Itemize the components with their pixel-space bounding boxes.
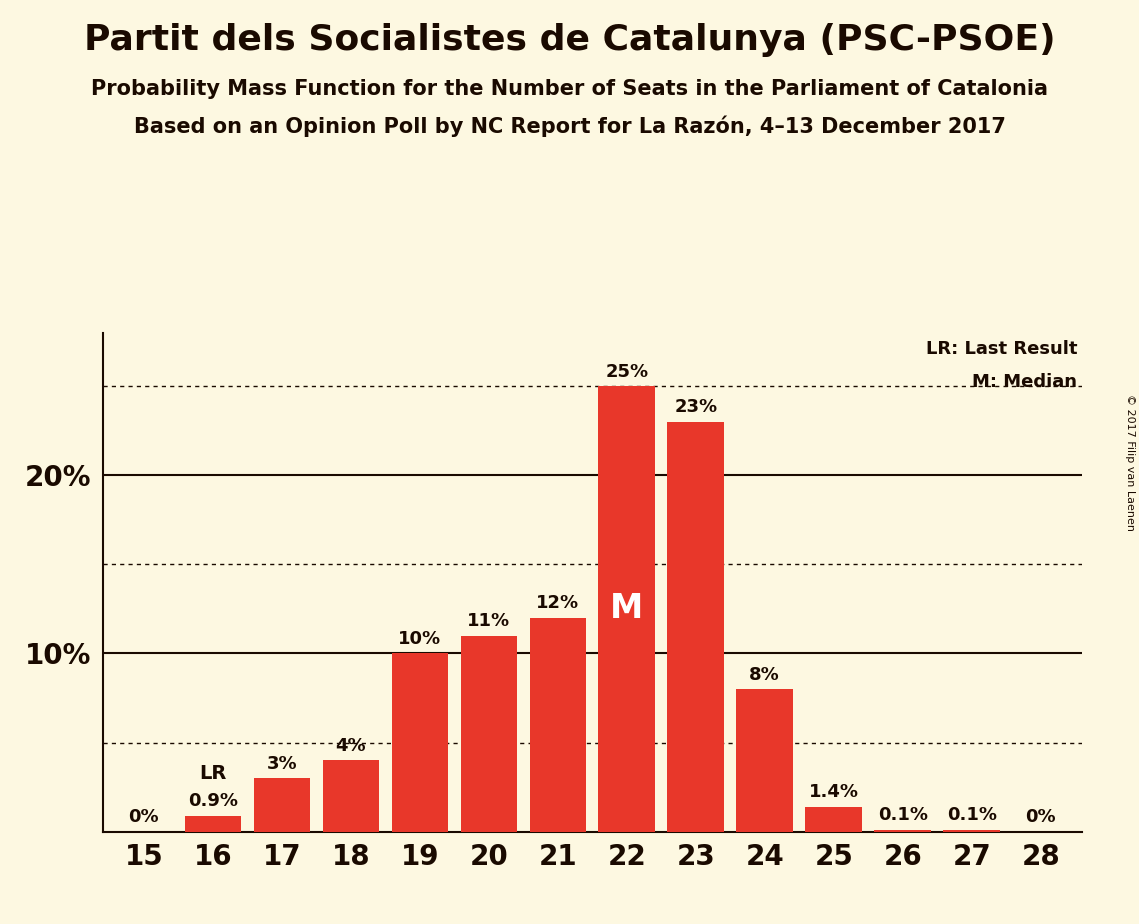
Text: LR: LR <box>199 764 227 784</box>
Bar <box>185 816 241 832</box>
Text: 0.1%: 0.1% <box>878 807 927 824</box>
Bar <box>598 386 655 832</box>
Text: 4%: 4% <box>336 737 366 755</box>
Bar <box>667 421 724 832</box>
Text: 0.9%: 0.9% <box>188 792 238 810</box>
Text: 0%: 0% <box>129 808 159 826</box>
Text: M: Median: M: Median <box>973 372 1077 391</box>
Text: 10%: 10% <box>399 630 442 648</box>
Text: 0.1%: 0.1% <box>947 807 997 824</box>
Bar <box>875 830 931 832</box>
Text: Based on an Opinion Poll by NC Report for La Razón, 4–13 December 2017: Based on an Opinion Poll by NC Report fo… <box>133 116 1006 137</box>
Bar <box>460 636 517 832</box>
Text: © 2017 Filip van Laenen: © 2017 Filip van Laenen <box>1125 394 1134 530</box>
Text: 3%: 3% <box>267 755 297 772</box>
Bar <box>530 618 587 832</box>
Text: 8%: 8% <box>749 665 780 684</box>
Text: 25%: 25% <box>605 363 648 381</box>
Text: Probability Mass Function for the Number of Seats in the Parliament of Catalonia: Probability Mass Function for the Number… <box>91 79 1048 99</box>
Bar <box>943 830 1000 832</box>
Bar <box>737 689 793 832</box>
Text: M: M <box>611 592 644 626</box>
Text: 23%: 23% <box>674 398 718 417</box>
Text: 12%: 12% <box>536 594 580 613</box>
Bar <box>805 807 862 832</box>
Text: 0%: 0% <box>1025 808 1056 826</box>
Text: 11%: 11% <box>467 613 510 630</box>
Text: LR: Last Result: LR: Last Result <box>926 340 1077 359</box>
Bar <box>322 760 379 832</box>
Bar <box>254 778 310 832</box>
Text: 1.4%: 1.4% <box>809 784 859 801</box>
Bar <box>392 653 448 832</box>
Text: Partit dels Socialistes de Catalunya (PSC-PSOE): Partit dels Socialistes de Catalunya (PS… <box>83 23 1056 57</box>
